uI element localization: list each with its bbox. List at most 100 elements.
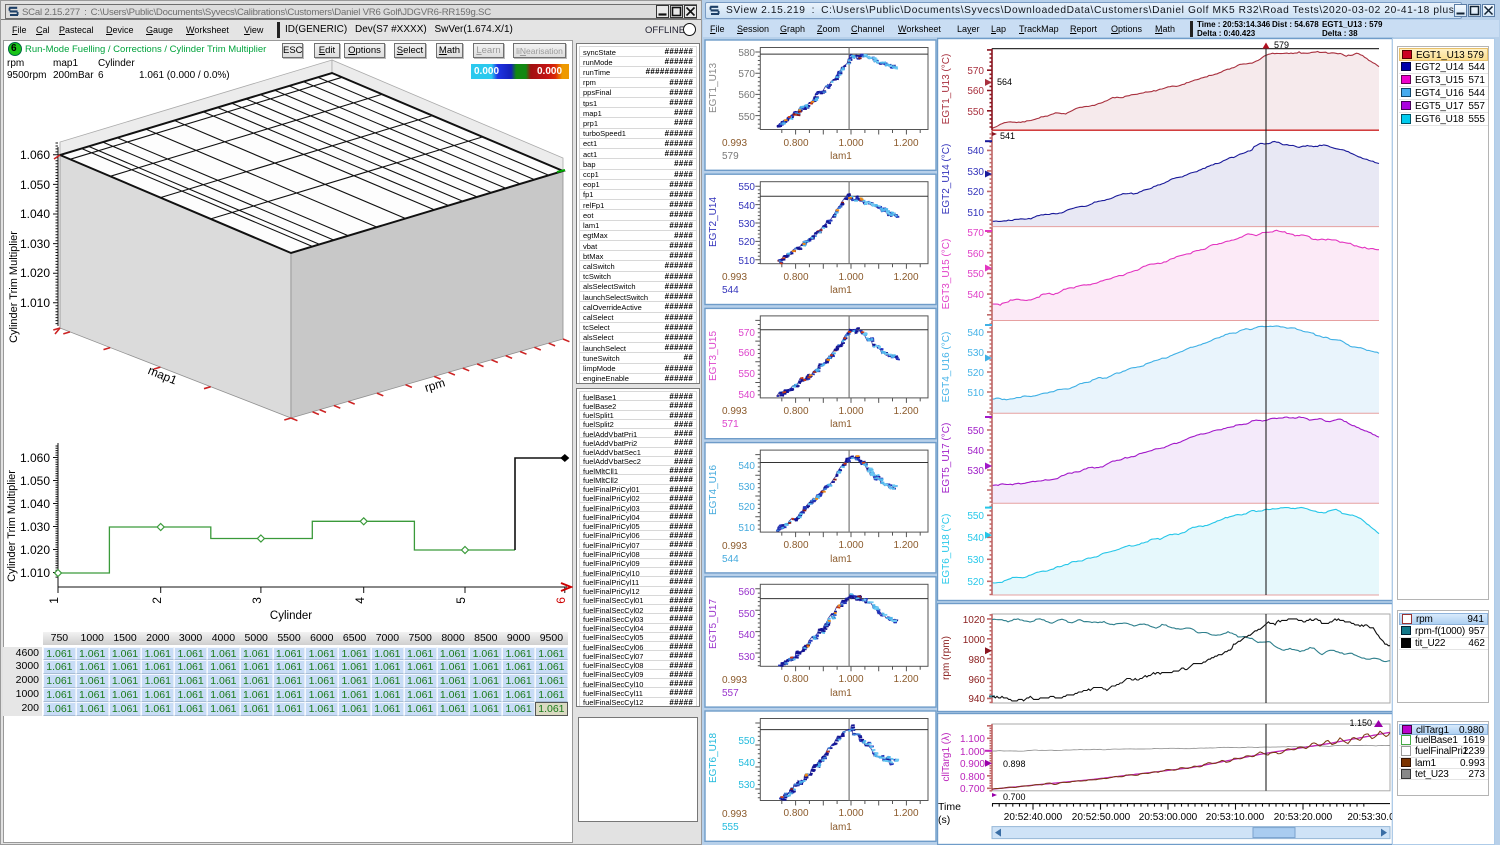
svg-text:0.800: 0.800	[783, 808, 808, 819]
svg-text:1.000: 1.000	[838, 540, 863, 551]
svg-text:540: 540	[967, 533, 984, 544]
svg-text:560: 560	[738, 587, 755, 598]
svg-text:1.000: 1.000	[838, 674, 863, 685]
svg-text:20:53:30.0: 20:53:30.0	[1347, 812, 1395, 823]
svg-text:540: 540	[738, 201, 755, 212]
svg-text:1: 1	[47, 597, 61, 604]
svg-text:544: 544	[722, 554, 739, 565]
svg-text:540: 540	[738, 630, 755, 641]
svg-text:4: 4	[353, 597, 367, 604]
svg-text:0.993: 0.993	[722, 541, 747, 552]
svg-text:lam1: lam1	[830, 419, 852, 430]
svg-text:530: 530	[738, 219, 755, 230]
svg-text:571: 571	[722, 419, 739, 430]
svg-text:1020: 1020	[963, 615, 986, 626]
svg-text:EGT2_U14: EGT2_U14	[708, 197, 719, 247]
svg-text:0.993: 0.993	[722, 675, 747, 686]
svg-text:lam1: lam1	[830, 554, 852, 565]
svg-text:540: 540	[967, 328, 984, 339]
svg-text:EGT6_U18: EGT6_U18	[708, 733, 719, 783]
svg-text:550: 550	[967, 511, 984, 522]
svg-text:1.020: 1.020	[20, 543, 50, 557]
svg-text:550: 550	[738, 112, 755, 123]
svg-text:EGT4_U16 (°C): EGT4_U16 (°C)	[941, 332, 952, 403]
svg-text:530: 530	[967, 348, 984, 359]
svg-text:1.000: 1.000	[838, 138, 863, 149]
svg-text:550: 550	[738, 609, 755, 620]
svg-text:0.898: 0.898	[1003, 759, 1026, 769]
svg-text:580: 580	[738, 48, 755, 59]
svg-text:544: 544	[722, 285, 739, 296]
svg-text:1.100: 1.100	[960, 734, 985, 745]
svg-text:541: 541	[1000, 131, 1015, 141]
svg-text:2: 2	[150, 597, 164, 604]
svg-text:lam1: lam1	[830, 151, 852, 162]
svg-text:1.060: 1.060	[20, 451, 50, 465]
svg-text:570: 570	[967, 66, 984, 77]
svg-text:EGT2_U14 (°C): EGT2_U14 (°C)	[941, 144, 952, 215]
svg-text:579: 579	[1274, 40, 1289, 50]
svg-text:570: 570	[967, 228, 984, 239]
svg-text:550: 550	[738, 736, 755, 747]
svg-text:570: 570	[738, 69, 755, 80]
svg-text:EGT3_U15 (°C): EGT3_U15 (°C)	[941, 239, 952, 310]
svg-text:1.030: 1.030	[20, 520, 50, 534]
svg-text:1.060: 1.060	[20, 148, 50, 162]
svg-text:510: 510	[967, 388, 984, 399]
svg-text:530: 530	[967, 466, 984, 477]
svg-text:1.200: 1.200	[893, 808, 918, 819]
svg-text:530: 530	[738, 652, 755, 663]
svg-text:520: 520	[738, 237, 755, 248]
svg-text:Time: Time	[938, 801, 961, 813]
svg-text:1.030: 1.030	[20, 237, 50, 251]
svg-text:EGT4_U16: EGT4_U16	[708, 465, 719, 515]
svg-text:1.200: 1.200	[893, 674, 918, 685]
svg-text:1.040: 1.040	[20, 497, 50, 511]
svg-text:540: 540	[738, 390, 755, 401]
svg-text:EGT5_U17 (°C): EGT5_U17 (°C)	[941, 423, 952, 494]
svg-text:1.200: 1.200	[893, 540, 918, 551]
svg-text:570: 570	[738, 328, 755, 339]
svg-text:557: 557	[722, 688, 739, 699]
svg-text:20:53:20.000: 20:53:20.000	[1274, 812, 1333, 823]
svg-text:0.800: 0.800	[783, 138, 808, 149]
svg-text:550: 550	[738, 182, 755, 193]
svg-text:540: 540	[967, 146, 984, 157]
svg-text:520: 520	[967, 577, 984, 588]
svg-text:540: 540	[738, 461, 755, 472]
svg-text:1.000: 1.000	[838, 808, 863, 819]
svg-text:(s): (s)	[938, 814, 950, 826]
svg-text:5: 5	[454, 597, 468, 604]
svg-text:940: 940	[968, 694, 985, 705]
svg-text:0.993: 0.993	[722, 138, 747, 149]
svg-text:540: 540	[967, 446, 984, 457]
svg-text:1.040: 1.040	[20, 207, 50, 221]
svg-text:20:53:10.000: 20:53:10.000	[1206, 812, 1265, 823]
svg-text:530: 530	[967, 167, 984, 178]
svg-text:0.800: 0.800	[783, 272, 808, 283]
svg-text:550: 550	[967, 107, 984, 118]
svg-text:1.150: 1.150	[1349, 718, 1372, 728]
svg-text:Cylinder: Cylinder	[270, 610, 312, 622]
svg-text:Cylinder Trim Multiplier: Cylinder Trim Multiplier	[8, 231, 20, 343]
svg-text:EGT5_U17: EGT5_U17	[708, 599, 719, 649]
svg-text:Cylinder Trim Multiplier: Cylinder Trim Multiplier	[6, 470, 18, 582]
svg-text:EGT6_U18 (°C): EGT6_U18 (°C)	[941, 514, 952, 585]
svg-text:lam1: lam1	[830, 822, 852, 833]
svg-text:3: 3	[250, 597, 264, 604]
svg-text:20:53:00.000: 20:53:00.000	[1139, 812, 1198, 823]
svg-text:1.200: 1.200	[893, 272, 918, 283]
svg-text:520: 520	[967, 187, 984, 198]
svg-text:0.993: 0.993	[722, 406, 747, 417]
svg-text:550: 550	[738, 369, 755, 380]
svg-text:520: 520	[738, 502, 755, 513]
svg-text:980: 980	[968, 655, 985, 666]
svg-text:510: 510	[738, 523, 755, 534]
svg-text:1.000: 1.000	[960, 747, 985, 758]
svg-text:0.800: 0.800	[783, 674, 808, 685]
svg-text:EGT3_U15: EGT3_U15	[708, 331, 719, 381]
svg-text:cllTarg1 (λ): cllTarg1 (λ)	[941, 733, 952, 782]
svg-text:1000: 1000	[963, 635, 986, 646]
svg-text:0.800: 0.800	[960, 772, 985, 783]
svg-text:lam1: lam1	[830, 688, 852, 699]
